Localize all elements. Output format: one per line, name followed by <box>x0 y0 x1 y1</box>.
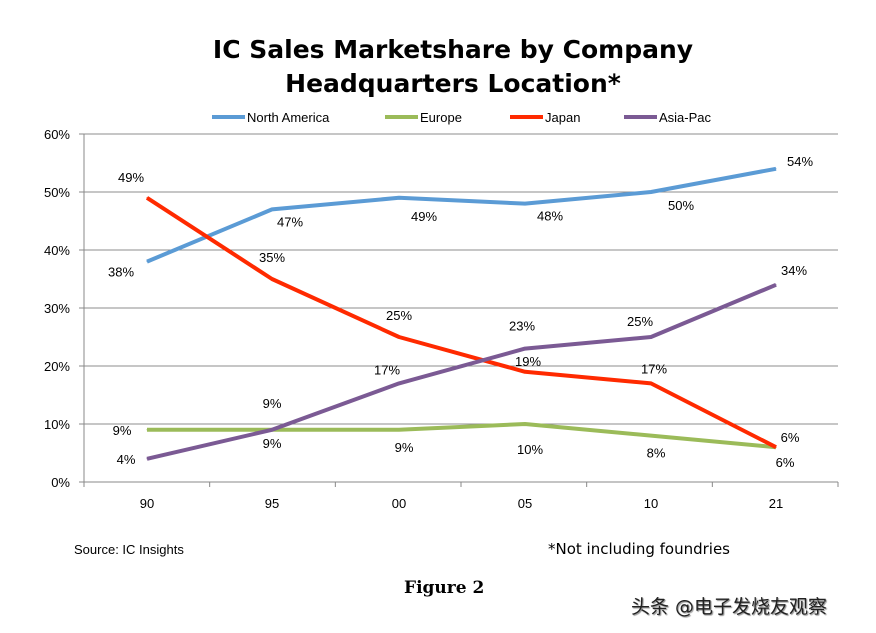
footnote: *Not including foundries <box>548 540 730 558</box>
y-tick-label: 40% <box>44 243 70 258</box>
data-label: 8% <box>647 446 666 461</box>
data-label: 23% <box>509 319 535 334</box>
data-label: 48% <box>537 209 563 224</box>
data-point <box>146 197 148 199</box>
y-tick-label: 60% <box>44 127 70 142</box>
data-label: 9% <box>263 396 282 411</box>
data-point <box>775 284 777 286</box>
data-label: 17% <box>374 362 400 377</box>
data-label: 47% <box>277 214 303 229</box>
data-label: 10% <box>517 442 543 457</box>
watermark: 头条 @电子发烧友观察 <box>631 596 828 618</box>
data-label: 34% <box>781 263 807 278</box>
data-point <box>524 371 526 373</box>
legend-label: Asia-Pac <box>659 110 712 125</box>
y-tick-label: 10% <box>44 417 70 432</box>
y-tick-label: 20% <box>44 359 70 374</box>
data-label: 6% <box>781 430 800 445</box>
data-label: 35% <box>259 250 285 265</box>
series-line-asia-pac <box>146 282 777 461</box>
data-point <box>650 336 652 338</box>
data-point <box>271 278 273 280</box>
chart-title-line2: Headquarters Location* <box>285 69 621 98</box>
data-point <box>146 458 148 460</box>
legend-label: North America <box>247 110 330 125</box>
data-label: 50% <box>668 198 694 213</box>
data-label: 17% <box>641 361 667 376</box>
series-line-europe <box>147 422 777 450</box>
chart-title-line1: IC Sales Marketshare by Company <box>213 35 693 64</box>
data-label: 9% <box>263 436 282 451</box>
data-point <box>775 446 777 448</box>
data-point <box>146 429 148 431</box>
data-point <box>524 348 526 350</box>
data-point <box>650 435 652 437</box>
x-tick-label: 05 <box>518 496 532 511</box>
data-label: 4% <box>117 452 136 467</box>
y-tick-label: 0% <box>51 475 70 490</box>
data-label: 49% <box>118 170 144 185</box>
data-label: 19% <box>515 354 541 369</box>
data-point <box>271 208 273 210</box>
data-label: 54% <box>787 154 813 169</box>
data-label: 6% <box>776 455 795 470</box>
data-point <box>775 168 777 170</box>
data-point <box>524 203 526 205</box>
x-tick-label: 90 <box>140 496 154 511</box>
y-tick-label: 30% <box>44 301 70 316</box>
data-label: 25% <box>386 308 412 323</box>
x-tick-label: 10 <box>644 496 658 511</box>
x-tick-label: 95 <box>265 496 279 511</box>
data-point <box>398 429 400 431</box>
data-label: 9% <box>395 440 414 455</box>
data-point <box>398 382 400 384</box>
x-tick-label: 00 <box>392 496 406 511</box>
data-label: 49% <box>411 209 437 224</box>
legend-label: Europe <box>420 110 462 125</box>
data-label: 25% <box>627 314 653 329</box>
data-label: 38% <box>108 265 134 280</box>
figure-caption: Figure 2 <box>404 578 485 598</box>
y-tick-label: 50% <box>44 185 70 200</box>
data-point <box>398 336 400 338</box>
data-point <box>650 191 652 193</box>
data-point <box>524 423 526 425</box>
legend-label: Japan <box>545 110 580 125</box>
source-note: Source: IC Insights <box>74 542 184 557</box>
data-point <box>650 382 652 384</box>
series-line-north-america <box>146 166 777 264</box>
data-label: 9% <box>113 423 132 438</box>
data-point <box>146 261 148 263</box>
data-point <box>271 429 273 431</box>
series-line-japan <box>145 196 777 449</box>
data-point <box>398 197 400 199</box>
x-tick-label: 21 <box>769 496 783 511</box>
